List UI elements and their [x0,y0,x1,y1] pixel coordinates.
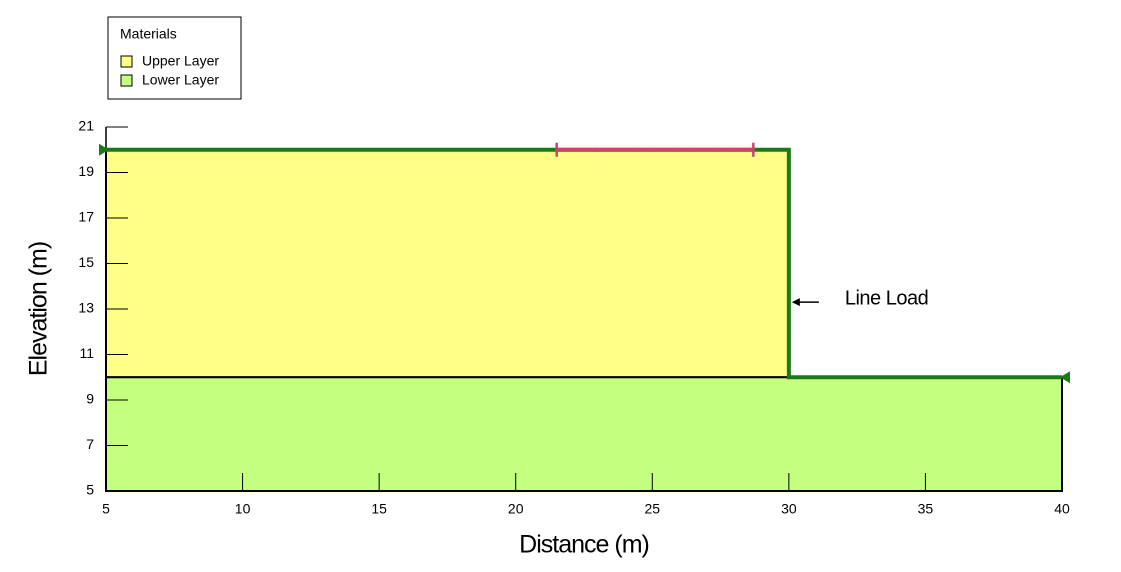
surcharge-dot [633,147,638,152]
surcharge-dot [613,147,618,152]
y-tick-label: 5 [86,482,94,498]
region [105,376,1063,492]
x-tick-label: 25 [644,501,660,517]
legend-swatch [120,74,133,87]
x-tick-label: 10 [235,501,251,517]
annotation-text: Line Load [845,287,928,309]
boundary-marker [1060,371,1070,384]
x-tick-label: 30 [781,501,797,517]
y-tick-label: 9 [86,391,94,407]
surcharge-dot [594,147,599,152]
legend: Materials Upper Layer Lower Layer [107,16,242,100]
legend-label: Lower Layer [142,72,219,88]
y-tick-label: 15 [78,254,94,270]
surcharge-dot [731,147,736,152]
surcharge-dot [712,147,717,152]
region [105,148,790,379]
legend-swatch [120,55,133,68]
legend-title: Materials [120,26,177,42]
x-axis-label: Distance (m) [519,531,649,559]
x-tick-label: 20 [508,501,524,517]
ground-surface [106,147,1062,380]
surcharge-dot [692,147,697,152]
surcharge-dot [653,147,658,152]
y-tick-label: 19 [78,163,94,179]
y-tick-label: 13 [78,300,94,316]
y-tick-label: 11 [79,345,94,361]
y-tick-label: 7 [86,436,94,452]
surcharge-dot [574,147,579,152]
y-tick-label: 17 [78,209,94,225]
boundary-marker [99,143,109,156]
x-tick-label: 15 [371,501,387,517]
y-axis-label: Elevation (m) [25,242,53,376]
annotation-arrowhead [791,298,800,307]
x-tick-label: 5 [102,501,110,517]
x-tick-label: 40 [1054,501,1070,517]
legend-label: Upper Layer [142,53,219,69]
y-tick-label: 21 [78,118,94,134]
x-tick-label: 35 [918,501,934,517]
surcharge-dot [672,147,677,152]
